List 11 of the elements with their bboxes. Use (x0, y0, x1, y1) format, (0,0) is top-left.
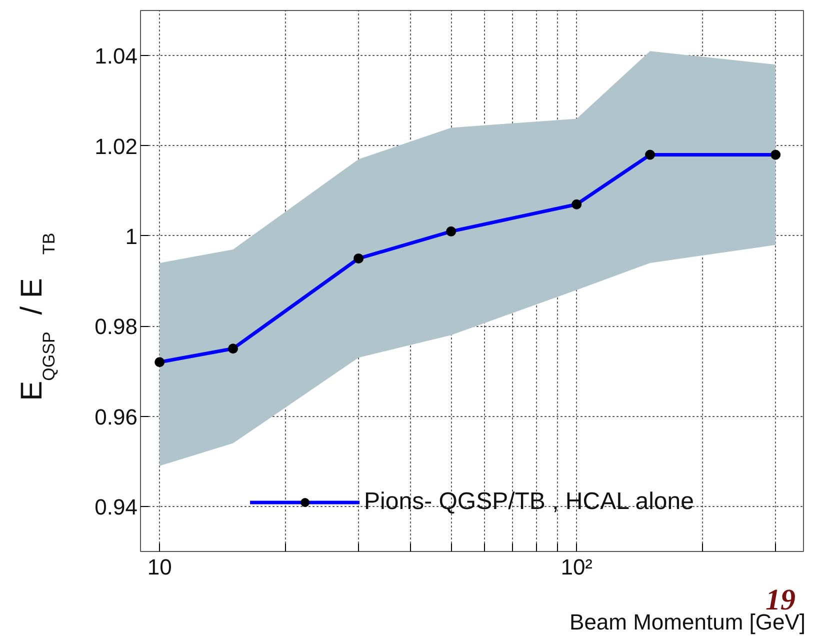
y-tick-label: 1 (125, 224, 138, 249)
x-tick-label: 10² (560, 554, 593, 580)
x-tick-label: 10 (147, 554, 172, 580)
y-tick-label: 0.98 (94, 314, 138, 340)
y-axis-title: EQGSP / ETB (16, 232, 58, 401)
y-tick-label: 0.96 (94, 404, 138, 430)
y-tick-label: 0.94 (94, 494, 138, 520)
legend-label: Pions- QGSP/TB , HCAL alone (364, 488, 694, 516)
y-tick-label: 1.02 (94, 134, 138, 159)
x-axis-title: Beam Momentum [GeV] (570, 610, 806, 634)
y-tick-label: 1.04 (94, 44, 138, 69)
